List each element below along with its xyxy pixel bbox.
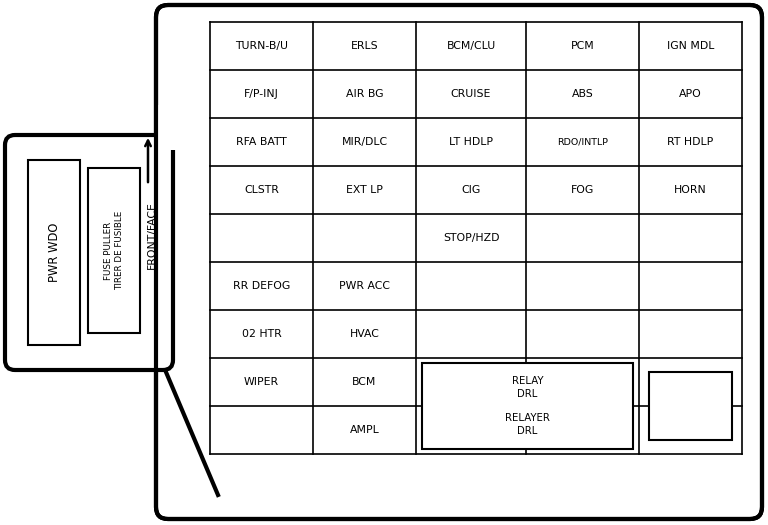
- Polygon shape: [15, 360, 218, 495]
- Bar: [422, 363, 633, 449]
- Text: MIR/DLC: MIR/DLC: [342, 137, 388, 147]
- Text: APO: APO: [679, 89, 702, 99]
- Text: FRONT/FACE: FRONT/FACE: [147, 201, 157, 269]
- Text: STOP/HZD: STOP/HZD: [442, 233, 499, 243]
- Bar: [28, 160, 80, 345]
- FancyBboxPatch shape: [156, 5, 762, 519]
- Text: F/P-INJ: F/P-INJ: [244, 89, 279, 99]
- Text: RDO/INTLP: RDO/INTLP: [557, 138, 608, 146]
- Text: CLSTR: CLSTR: [244, 185, 279, 195]
- Text: BCM/CLU: BCM/CLU: [446, 41, 495, 51]
- Text: ERLS: ERLS: [351, 41, 379, 51]
- Text: FOG: FOG: [571, 185, 594, 195]
- Text: RR DEFOG: RR DEFOG: [233, 281, 290, 291]
- Text: ABS: ABS: [571, 89, 594, 99]
- Bar: [88, 168, 140, 333]
- Text: HVAC: HVAC: [349, 329, 379, 339]
- Bar: [649, 372, 732, 440]
- Text: PWR ACC: PWR ACC: [339, 281, 390, 291]
- Text: WIPER: WIPER: [244, 377, 279, 387]
- Text: LT HDLP: LT HDLP: [449, 137, 493, 147]
- Text: RT HDLP: RT HDLP: [667, 137, 713, 147]
- Text: EXT LP: EXT LP: [346, 185, 383, 195]
- Text: PCM: PCM: [571, 41, 594, 51]
- Text: RFA BATT: RFA BATT: [236, 137, 287, 147]
- Text: FUSE PULLER
TIRER DE FUSIBLE: FUSE PULLER TIRER DE FUSIBLE: [104, 211, 124, 290]
- Text: RELAY
DRL

RELAYER
DRL: RELAY DRL RELAYER DRL: [505, 376, 550, 436]
- Text: AIR BG: AIR BG: [346, 89, 383, 99]
- Text: CIG: CIG: [462, 185, 481, 195]
- Bar: [158, 105, 188, 150]
- Text: 02 HTR: 02 HTR: [242, 329, 281, 339]
- Text: PWR WDO: PWR WDO: [48, 223, 61, 282]
- Text: CRUISE: CRUISE: [451, 89, 492, 99]
- Text: HORN: HORN: [674, 185, 707, 195]
- Text: TURN-B/U: TURN-B/U: [235, 41, 288, 51]
- FancyBboxPatch shape: [5, 135, 173, 370]
- Text: IGN MDL: IGN MDL: [667, 41, 714, 51]
- Text: BCM: BCM: [353, 377, 376, 387]
- Text: AMPL: AMPL: [349, 425, 379, 435]
